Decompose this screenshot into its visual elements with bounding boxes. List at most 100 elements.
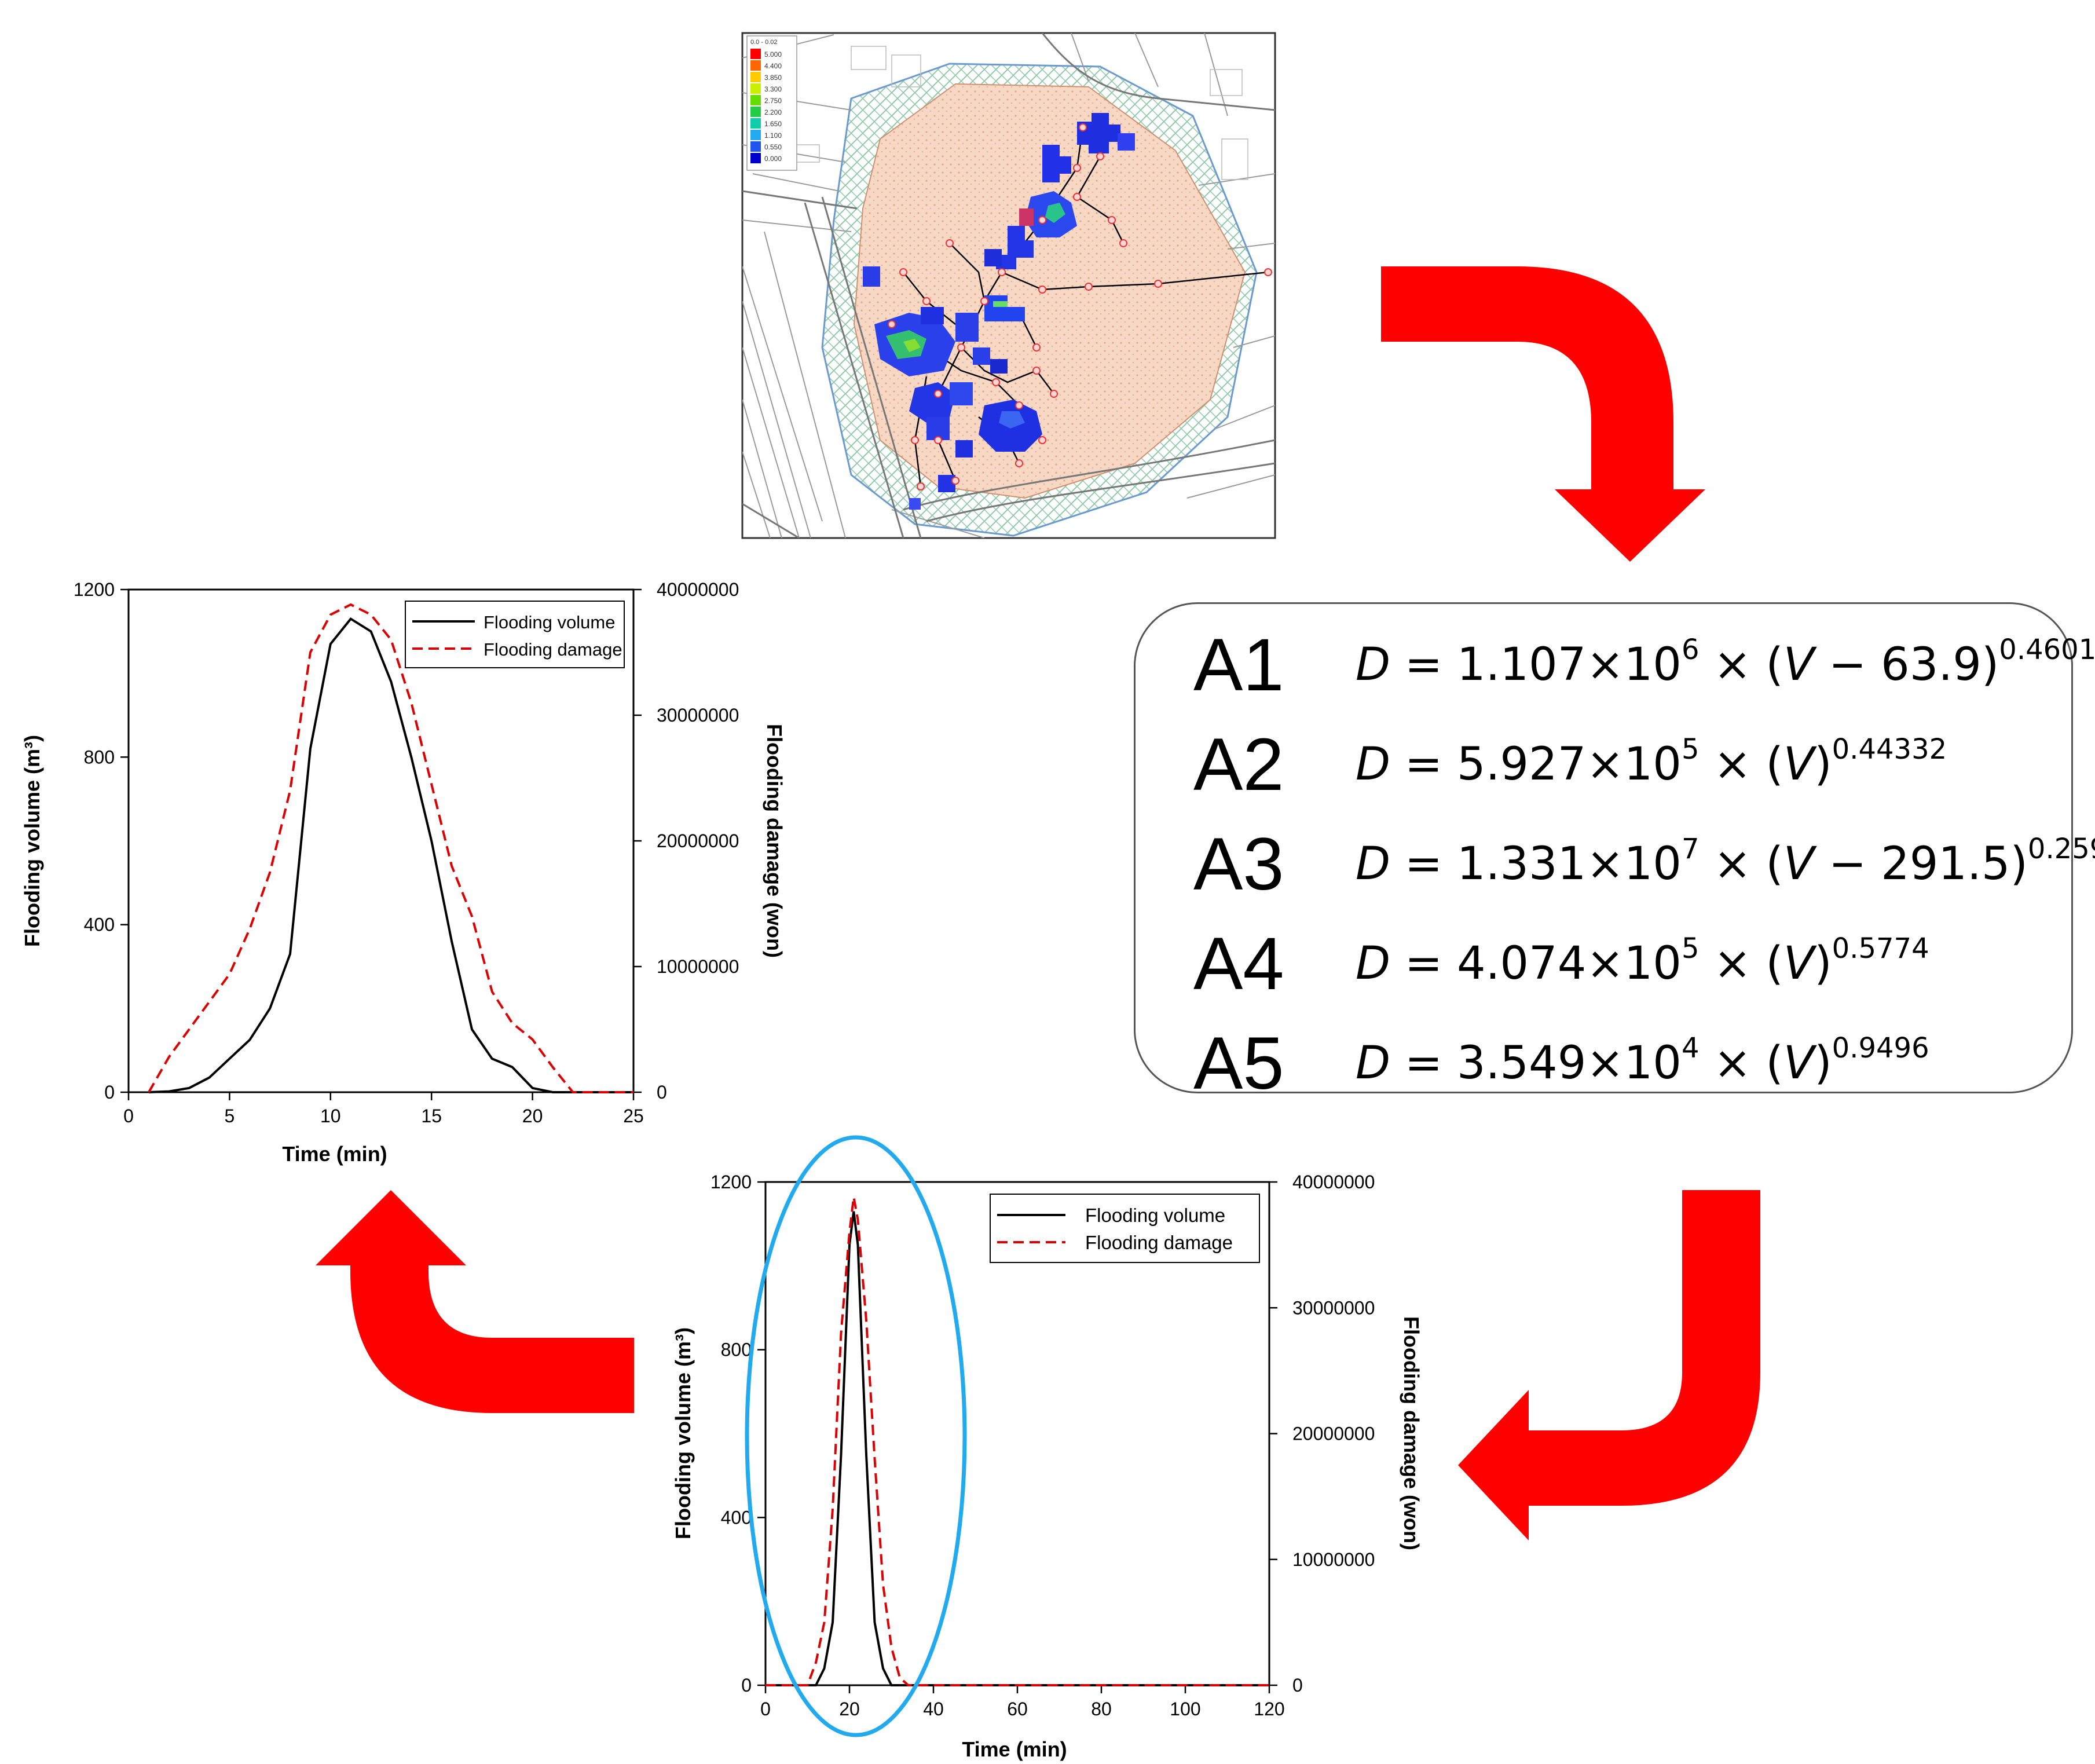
eq-power: 0.9496: [1832, 1032, 1929, 1064]
chart2-xtick-label: 20: [839, 1699, 860, 1719]
chart1-y2tick-label: 40000000: [657, 579, 739, 600]
chart1-legend-damage: Flooding damage: [484, 639, 622, 660]
chart2-ytick-label: 800: [721, 1340, 752, 1360]
legend-swatch: [750, 141, 761, 152]
chart1-xtick-label: 20: [522, 1106, 543, 1126]
chart2-legend-volume: Flooding volume: [1085, 1205, 1225, 1226]
map-background: [742, 33, 1275, 538]
eq-coef: 1.107: [1457, 639, 1587, 691]
arrow-equations-to-chart-shape: [1458, 1190, 1760, 1540]
chart1-xlabel: Time (min): [282, 1142, 387, 1166]
equation-row: A4 D = 4.074×105 × (V)0.5774: [1193, 914, 1929, 1013]
eq-coef: 4.074: [1457, 938, 1587, 990]
chart1-legend-volume: Flooding volume: [484, 612, 615, 632]
chart2-damage-line: [766, 1196, 1269, 1686]
equation-formula: D = 3.549×104 × (V)0.9496: [1356, 1032, 1929, 1089]
legend-value: 2.750: [764, 97, 782, 105]
equation-formula: D = 1.107×106 × (V − 63.9)0.46012: [1356, 636, 2095, 691]
chart2-xtick-label: 40: [923, 1699, 944, 1719]
chart1-xtick-label: 10: [320, 1106, 341, 1126]
eq-exp10: 5: [1681, 932, 1700, 965]
legend-value: 1.650: [764, 120, 782, 128]
legend-swatch: [750, 153, 761, 163]
eq-exp10: 4: [1681, 1032, 1700, 1064]
chart1-xtick-label: 0: [123, 1106, 134, 1126]
eq-power: 0.5774: [1832, 932, 1929, 965]
chart2-xtick-label: 0: [760, 1699, 771, 1719]
equation-label: A5: [1193, 1022, 1284, 1105]
chart2-y2tick-label: 30000000: [1292, 1297, 1375, 1318]
legend-value: 0.550: [764, 143, 782, 151]
chart-bottom-center: 0 20 40 60 80 100 1200400800120001000000020000…: [671, 1135, 1423, 1761]
peak-highlight-ellipse: [745, 1135, 967, 1737]
chart2-y2tick-label: 40000000: [1292, 1172, 1375, 1192]
equation-label: A3: [1193, 822, 1284, 906]
equation-label: A2: [1193, 723, 1284, 806]
map-legend: 0.0 - 0.02 5.000 4.400 3.850 3.300 2.750 2.20…: [746, 35, 797, 171]
legend-swatch: [750, 49, 761, 59]
chart2-ytick-label: 0: [741, 1675, 752, 1696]
equation-formula: D = 5.927×105 × (V)0.44332: [1356, 733, 1947, 790]
eq-shift: 291.5: [1881, 838, 2010, 890]
chart1-y2tick-label: 20000000: [657, 830, 739, 851]
eq-exp10: 6: [1681, 634, 1700, 666]
chart2-y2tick-label: 10000000: [1292, 1549, 1375, 1570]
chart2-xtick-label: 80: [1091, 1699, 1112, 1719]
chart2-legend: Flooding volume Flooding damage: [990, 1194, 1260, 1263]
legend-value: 0.000: [764, 155, 782, 163]
chart1-xtick-label: 5: [225, 1106, 235, 1126]
eq-coef: 3.549: [1457, 1037, 1587, 1089]
equation-label: A1: [1193, 623, 1284, 707]
chart1-y2tick-label: 30000000: [657, 705, 739, 726]
chart2-xtick-label: 120: [1254, 1699, 1284, 1719]
legend-swatch: [750, 118, 761, 129]
legend-swatch: [750, 130, 761, 140]
chart2-legend-damage: Flooding damage: [1085, 1232, 1233, 1253]
chart1-xtick-label: 15: [421, 1106, 442, 1126]
legend-swatch: [750, 83, 761, 94]
chart1-y2tick-label: 0: [657, 1082, 667, 1103]
chart1-y2tick-label: 10000000: [657, 956, 739, 977]
equation-row: A2 D = 5.927×105 × (V)0.44332: [1193, 715, 1947, 814]
chart2-xlabel: Time (min): [962, 1737, 1067, 1761]
chart1-legend: Flooding volume Flooding damage: [405, 601, 625, 668]
chart1-ytick-label: 400: [84, 914, 115, 935]
equation-label: A4: [1193, 922, 1284, 1005]
equation-row: A3 D = 1.331×107 × (V − 291.5)0.25969: [1193, 815, 2095, 913]
manhole-nodes: [888, 123, 1272, 491]
chart1-ylabel: Flooding volume (m³): [20, 735, 44, 947]
chart2-xtick-label: 100: [1170, 1699, 1200, 1719]
equation-formula: D = 4.074×105 × (V)0.5774: [1356, 932, 1929, 990]
legend-value: 2.200: [764, 108, 782, 116]
chart1-ytick-label: 1200: [74, 579, 115, 600]
chart2-volume-line: [766, 1211, 1269, 1686]
legend-value: 5.000: [764, 50, 782, 58]
equation-formula: D = 1.331×107 × (V − 291.5)0.25969: [1356, 835, 2095, 890]
legend-value: 1.100: [764, 131, 782, 140]
eq-coef: 1.331: [1457, 838, 1587, 890]
chart2-y2tick-label: 0: [1292, 1675, 1303, 1696]
eq-power: 0.44332: [1832, 733, 1947, 766]
flood-map: 0.0 - 0.02 5.000 4.400 3.850 3.300 2.750 2.20…: [741, 32, 1276, 539]
legend-swatch: [750, 95, 761, 105]
arrow-bottom-chart-to-left-chart: [316, 1190, 634, 1413]
eq-coef: 5.927: [1457, 738, 1587, 790]
eq-exp10: 7: [1681, 833, 1700, 865]
flooding-patches: [863, 113, 1135, 510]
chart1-volume-line: [148, 617, 633, 1093]
chart1-damage-line: [148, 603, 633, 1093]
arrow-map-to-equations: [1381, 266, 1705, 562]
eq-shift: 63.9: [1881, 639, 1982, 691]
damage-equations-box: A1 D = 1.107×106 × (V − 63.9)0.46012 A2 …: [1134, 602, 2095, 1105]
chart2-y2tick-label: 20000000: [1292, 1423, 1375, 1444]
chart2-ytick-label: 1200: [710, 1172, 752, 1192]
legend-swatch: [750, 72, 761, 82]
chart2-xtick-label: 60: [1007, 1699, 1028, 1719]
chart1-xtick-label: 25: [623, 1106, 644, 1126]
chart1-y2label: Flooding damage (won): [763, 724, 786, 958]
chart1-ytick-label: 0: [104, 1082, 115, 1103]
chart2-ytick-label: 400: [721, 1507, 752, 1528]
eq-power: 0.25969: [2027, 833, 2095, 865]
chart-top-left: 0 5 10 15 20 25 0 400 800 1200 0 10000000 20000000 30…: [20, 579, 786, 1166]
